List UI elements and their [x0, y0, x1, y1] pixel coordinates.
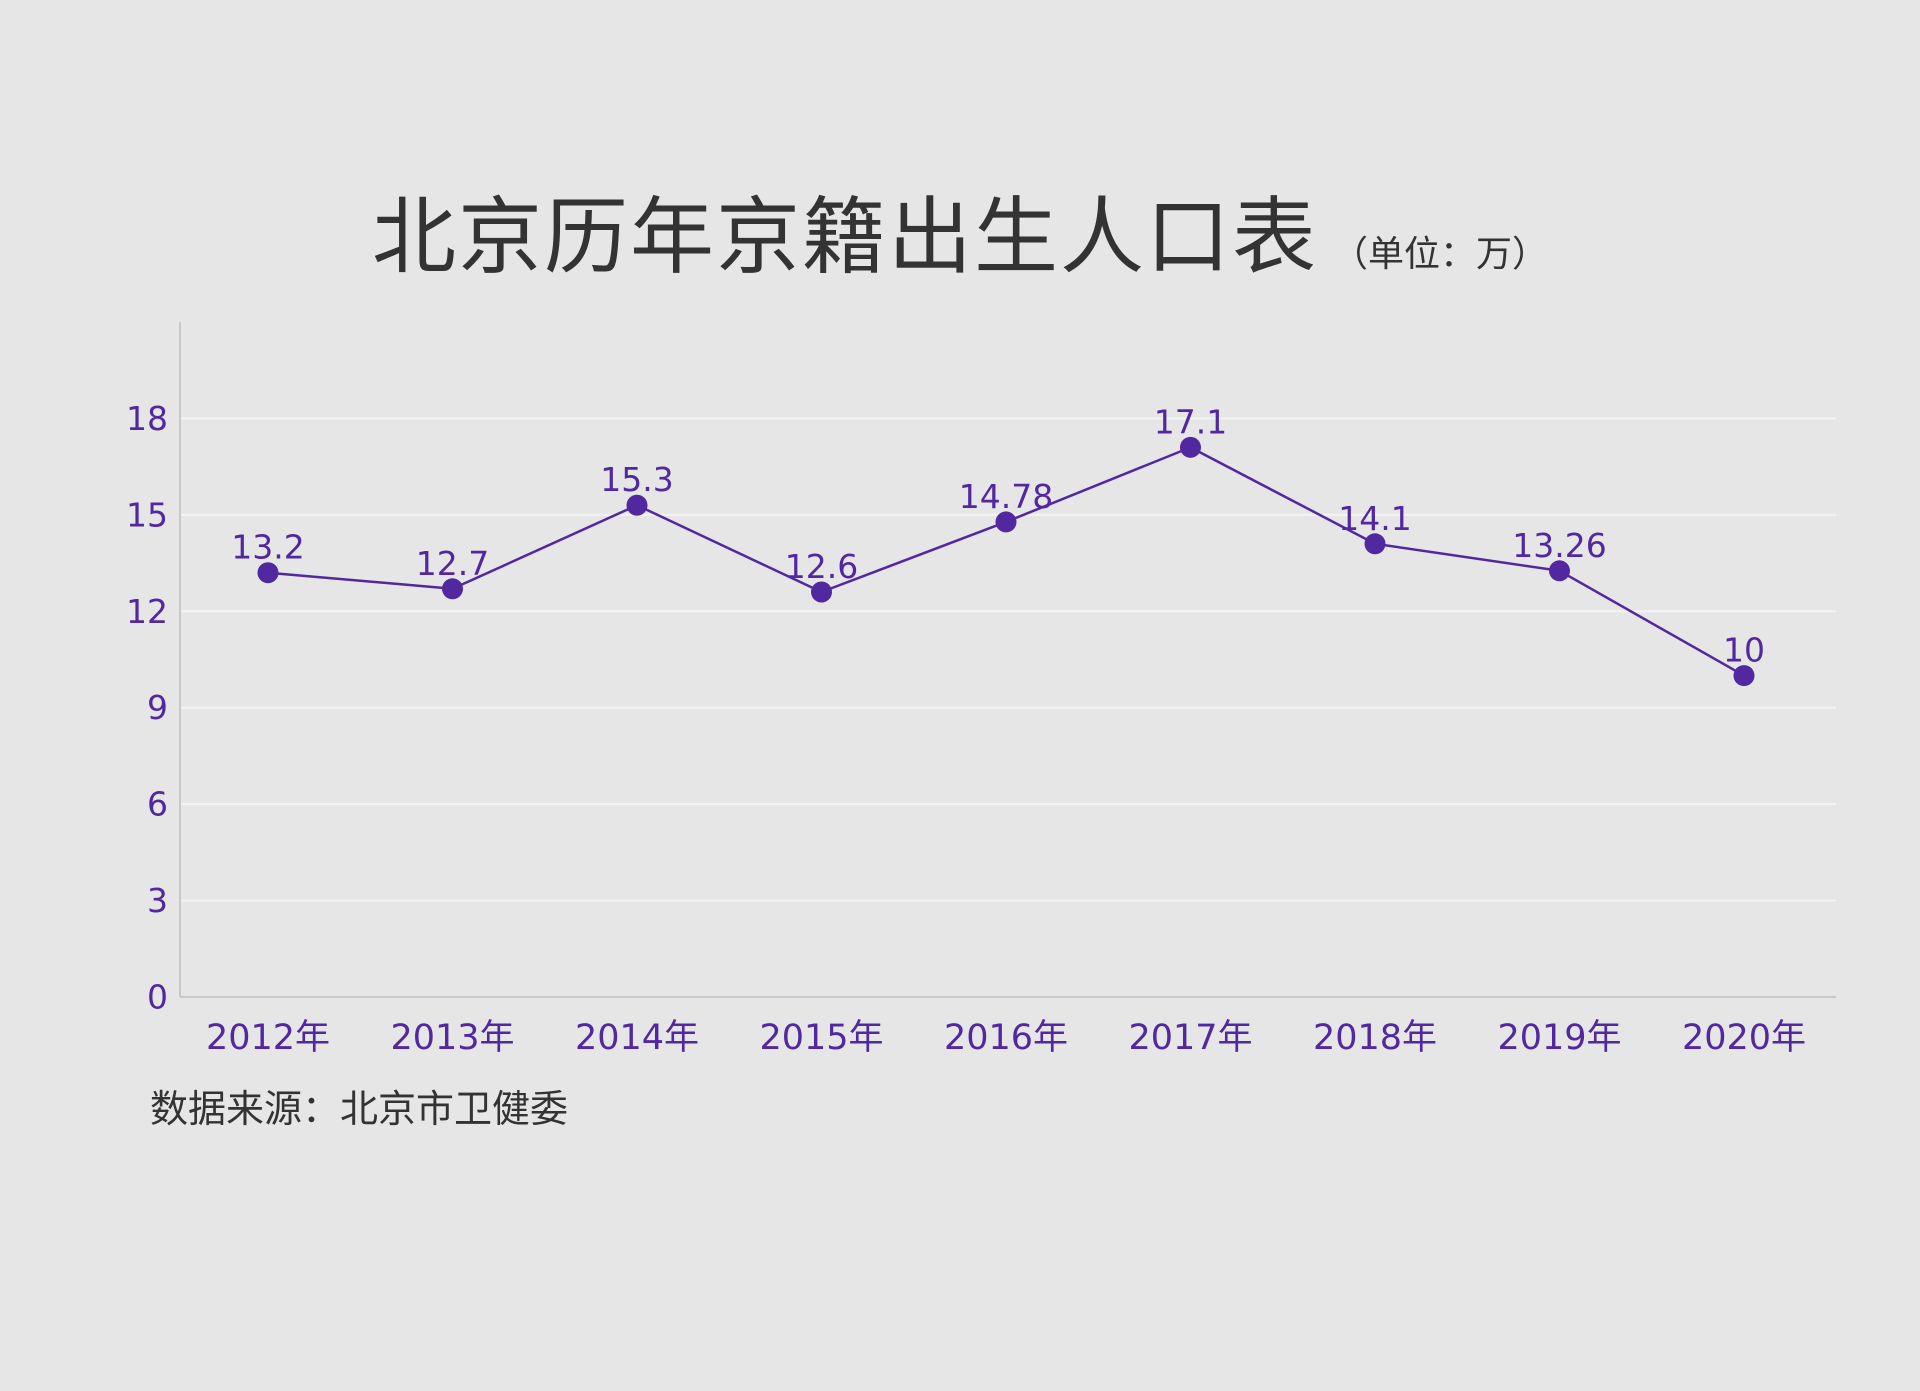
- y-tick-label: 12: [126, 592, 168, 631]
- data-label: 10: [1723, 631, 1765, 670]
- data-labels: 13.2 12.7 15.3 12.6 14.78 17.1 14.1 13.26 10: [231, 402, 1765, 669]
- data-point: [1549, 560, 1570, 582]
- series-group: [257, 436, 1755, 687]
- gridlines: [180, 417, 1836, 902]
- data-point: [257, 562, 279, 584]
- x-tick-label: 2016年: [944, 1018, 1068, 1058]
- x-tick-label: 2012年: [206, 1018, 330, 1058]
- data-point: [1180, 436, 1201, 458]
- data-label: 12.7: [416, 544, 489, 583]
- data-label: 14.1: [1338, 499, 1411, 538]
- y-tick-label: 6: [147, 785, 168, 824]
- unit-label: （单位：万）: [1332, 234, 1549, 275]
- axes: [179, 322, 1836, 998]
- title-row: 北京历年京籍出生人口表 （单位：万）: [0, 170, 1920, 291]
- y-tick-label: 15: [126, 495, 168, 534]
- source-note: 数据来源：北京市卫健委: [150, 1087, 569, 1131]
- x-tick-label: 2017年: [1128, 1018, 1252, 1058]
- y-tick-label: 3: [147, 881, 168, 920]
- y-tick-label: 0: [147, 978, 168, 1017]
- data-point: [626, 494, 648, 516]
- chart-title: 北京历年京籍出生人口表: [371, 188, 1318, 286]
- y-tick-labels: 0 3 6 9 12 15 18: [126, 399, 168, 1017]
- y-tick-label: 9: [147, 688, 168, 727]
- data-label: 15.3: [600, 460, 673, 499]
- y-tick-label: 18: [126, 399, 168, 438]
- data-label: 14.78: [959, 477, 1053, 516]
- x-tick-label: 2020年: [1682, 1018, 1806, 1058]
- data-point: [811, 581, 832, 603]
- x-tick-label: 2014年: [575, 1018, 699, 1058]
- x-tick-label: 2018年: [1313, 1018, 1437, 1058]
- data-point: [995, 511, 1017, 533]
- x-tick-label: 2015年: [759, 1018, 883, 1058]
- x-tick-labels: 2012年 2013年 2014年 2015年 2016年 2017年 2018年 2019年…: [206, 1018, 1806, 1058]
- data-point: [1364, 533, 1386, 555]
- data-point: [442, 578, 463, 600]
- data-label: 17.1: [1154, 402, 1227, 441]
- data-label: 13.2: [231, 528, 304, 567]
- data-point: [1733, 665, 1755, 687]
- data-label: 12.6: [785, 547, 858, 586]
- x-tick-label: 2019年: [1497, 1018, 1621, 1058]
- data-label: 13.26: [1512, 526, 1606, 565]
- x-tick-label: 2013年: [390, 1018, 514, 1058]
